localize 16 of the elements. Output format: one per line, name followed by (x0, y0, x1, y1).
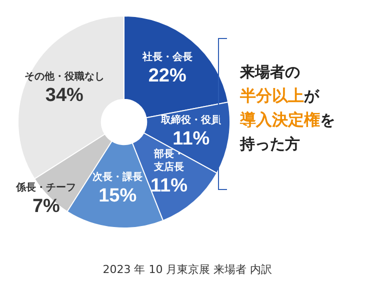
data-label: 7% (32, 196, 60, 217)
text: 来場者の (240, 62, 301, 83)
slice-label: 次長・課長 (92, 171, 143, 184)
text: 半分以上が (240, 85, 320, 107)
text: 導入決定権を (240, 109, 335, 131)
text: 持った方 (240, 134, 301, 155)
slice-label: 部長・支店長 (152, 148, 184, 174)
data-label: 11% (172, 128, 210, 150)
data-label: 22% (148, 66, 186, 87)
slice-label: 係長・チーフ (15, 181, 76, 194)
slice-label: その他・役職なし (24, 70, 104, 83)
text: 2023 年 10 月東京展 来場者 内訳 (102, 262, 274, 277)
data-label: 15% (98, 186, 137, 207)
data-label: 34% (45, 85, 84, 106)
data-label: 11% (150, 176, 188, 197)
slice-label: 社長・会長 (141, 51, 192, 64)
